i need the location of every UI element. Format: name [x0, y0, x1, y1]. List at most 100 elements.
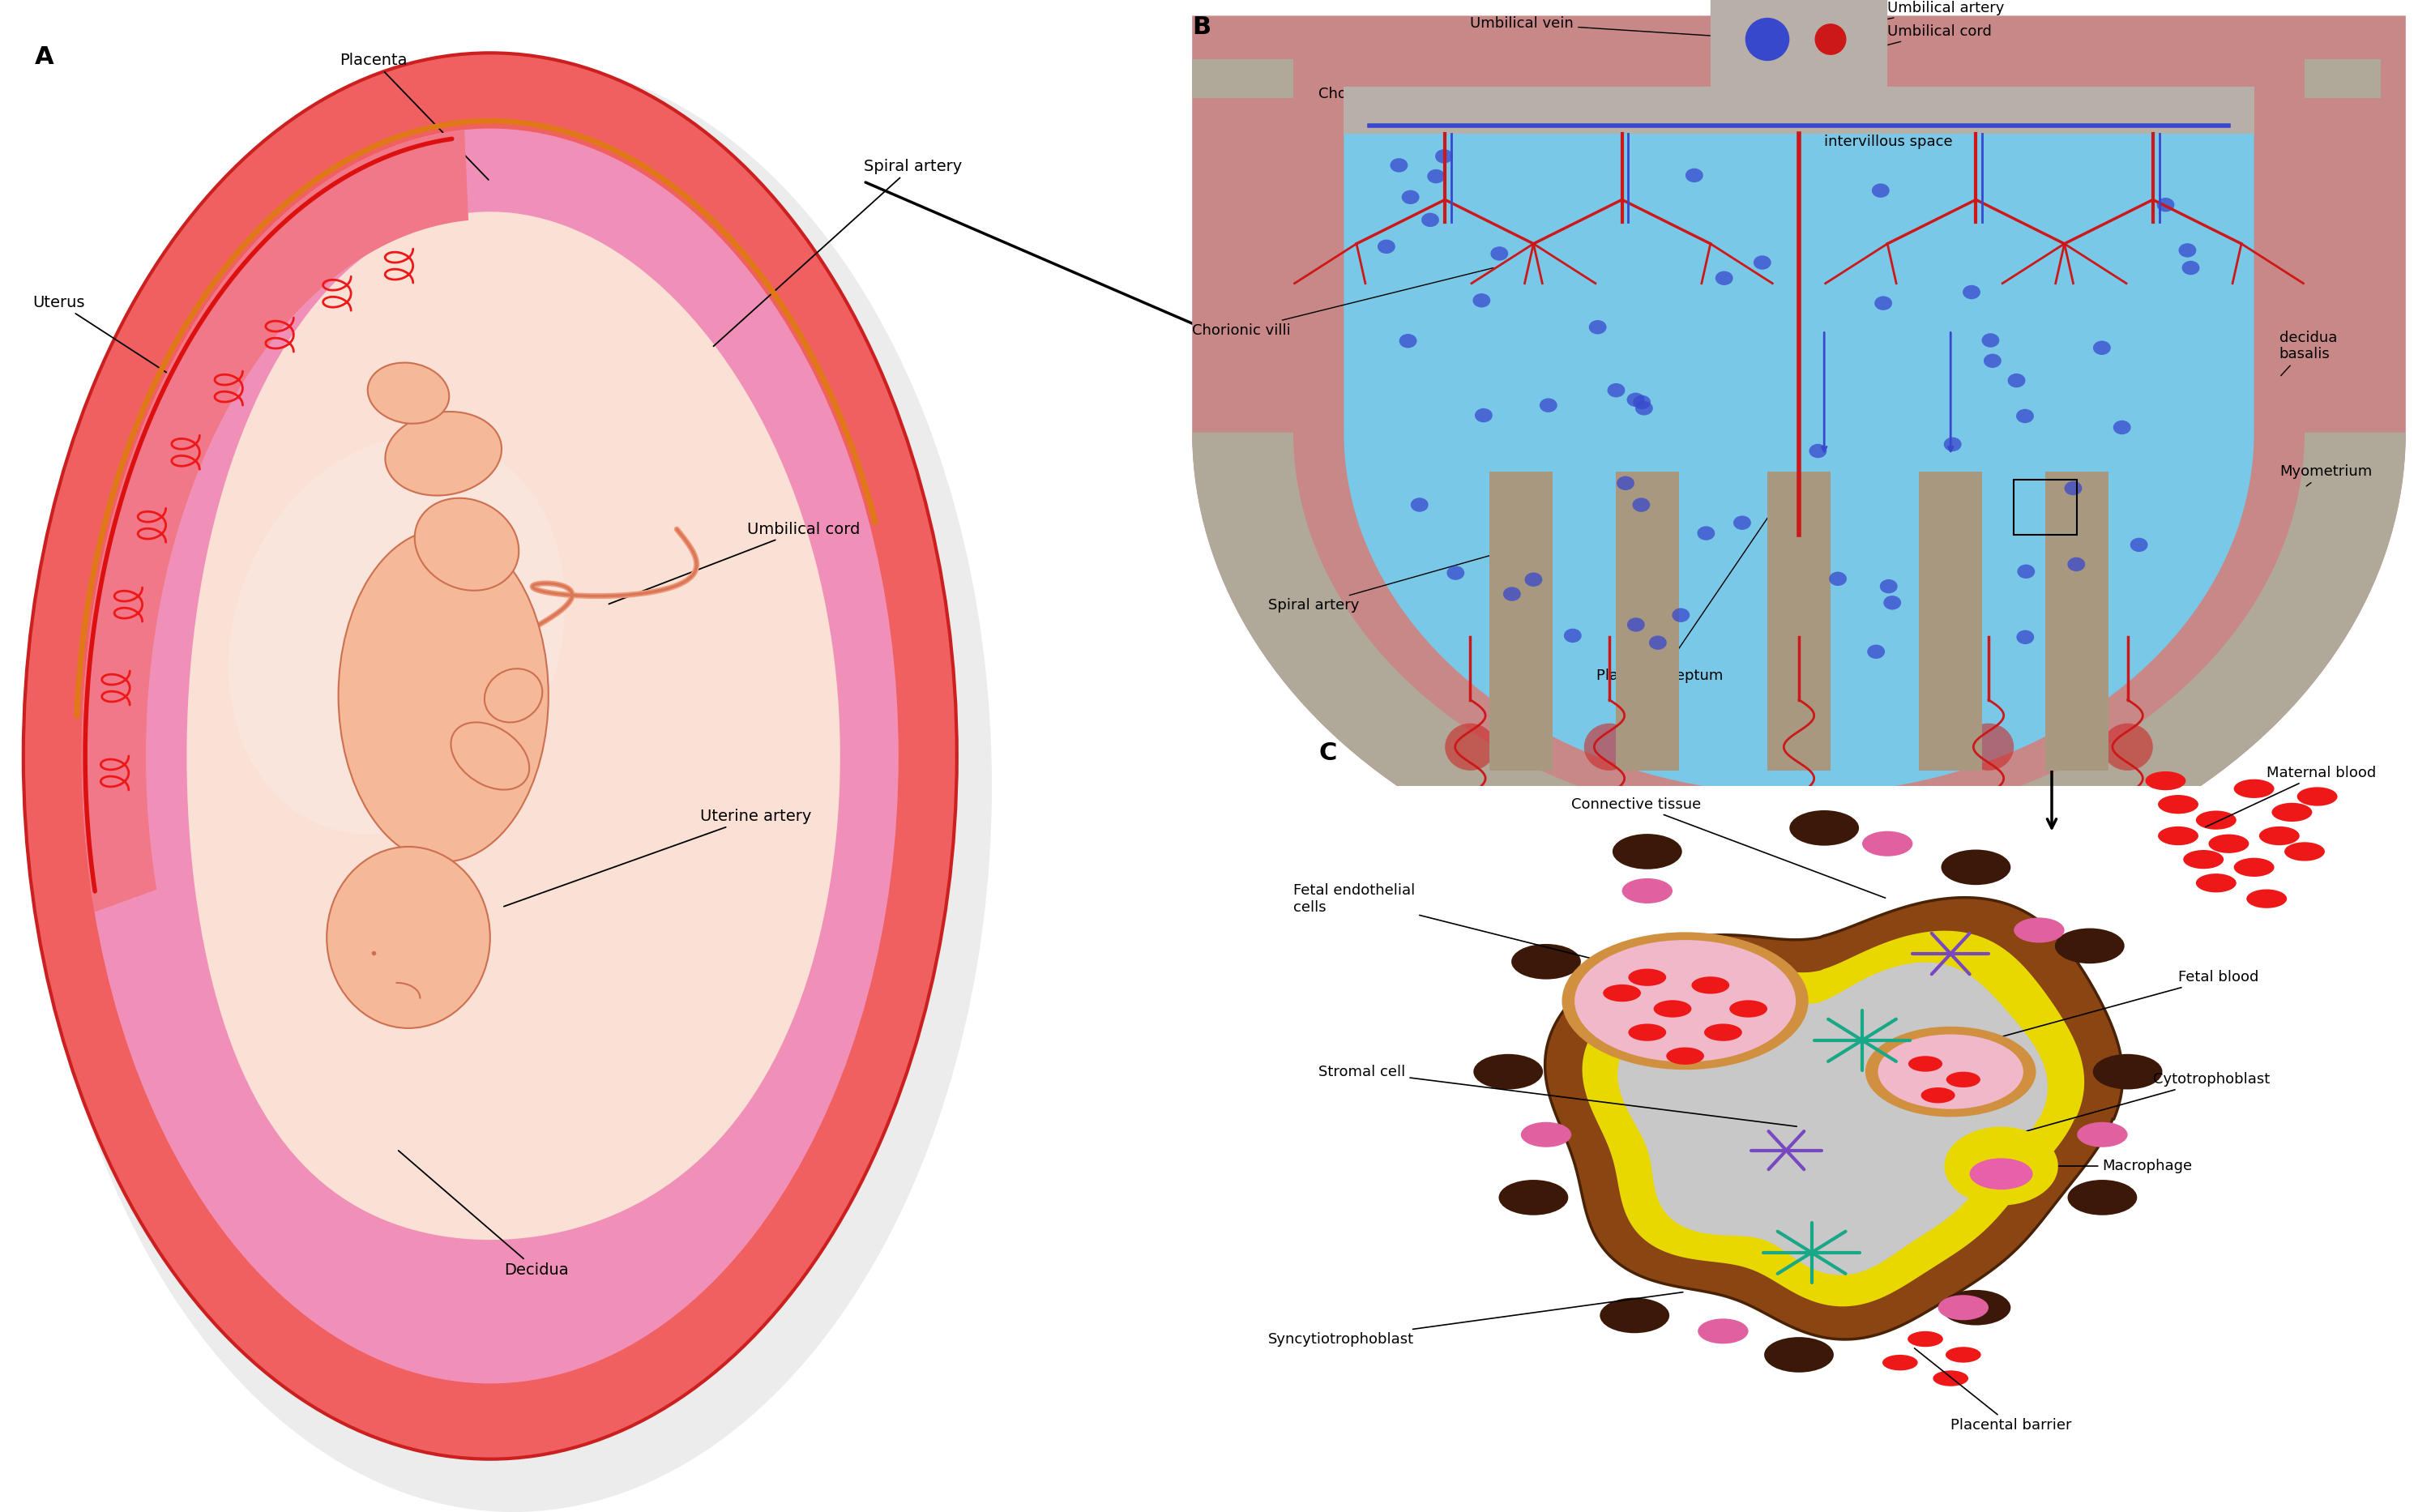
Ellipse shape [1874, 296, 1891, 310]
Ellipse shape [1981, 333, 1998, 348]
Ellipse shape [2013, 918, 2064, 943]
Ellipse shape [1962, 286, 1981, 299]
Bar [2044, 472, 2108, 771]
Ellipse shape [1908, 1055, 1942, 1072]
Text: Maternal blood: Maternal blood [2205, 765, 2375, 827]
Ellipse shape [1673, 608, 1690, 623]
Ellipse shape [1697, 1318, 1748, 1344]
Ellipse shape [1753, 256, 1772, 269]
Ellipse shape [1814, 24, 1848, 54]
Ellipse shape [1403, 191, 1420, 204]
Ellipse shape [1945, 1126, 2059, 1205]
Ellipse shape [2159, 827, 2198, 845]
Ellipse shape [1872, 183, 1889, 198]
Ellipse shape [1945, 437, 1962, 452]
Ellipse shape [2234, 779, 2275, 798]
Polygon shape [1583, 931, 2083, 1306]
Ellipse shape [450, 723, 530, 789]
Ellipse shape [1444, 723, 1495, 771]
Text: Umbilical cord: Umbilical cord [608, 522, 861, 603]
Ellipse shape [2008, 373, 2025, 387]
Polygon shape [1546, 898, 2122, 1340]
Text: intervillous space: intervillous space [1823, 135, 1952, 148]
Bar [1344, 86, 2254, 133]
Ellipse shape [2054, 928, 2125, 963]
Ellipse shape [2103, 723, 2154, 771]
Ellipse shape [1940, 1290, 2010, 1325]
Ellipse shape [2144, 771, 2185, 791]
Text: C: C [1318, 741, 1337, 765]
Polygon shape [1191, 432, 2407, 904]
Ellipse shape [1884, 596, 1901, 609]
Ellipse shape [1629, 969, 1665, 986]
Ellipse shape [1600, 1297, 1670, 1334]
Ellipse shape [338, 529, 549, 862]
Text: Decidua: Decidua [399, 1151, 569, 1278]
Bar [1767, 472, 1831, 771]
Ellipse shape [326, 847, 491, 1028]
Ellipse shape [1697, 526, 1714, 540]
Ellipse shape [1621, 878, 1673, 904]
Ellipse shape [1522, 1122, 1570, 1148]
Text: Placental septum: Placental septum [1597, 473, 1797, 683]
Ellipse shape [1617, 476, 1634, 490]
Ellipse shape [1473, 1054, 1544, 1089]
Ellipse shape [1636, 401, 1653, 416]
Text: Cytotrophoblast: Cytotrophoblast [2015, 1072, 2271, 1134]
Ellipse shape [1882, 1355, 1918, 1370]
Ellipse shape [1862, 832, 1913, 856]
Text: Uterine artery: Uterine artery [503, 809, 812, 906]
Bar [1617, 472, 1680, 771]
Ellipse shape [1490, 246, 1507, 260]
Ellipse shape [2207, 835, 2249, 853]
Ellipse shape [2093, 1054, 2164, 1089]
Ellipse shape [2234, 857, 2275, 877]
Ellipse shape [1940, 850, 2010, 885]
Ellipse shape [2183, 260, 2200, 275]
Ellipse shape [2178, 243, 2195, 257]
Ellipse shape [1391, 159, 1408, 172]
Text: Umbilical artery: Umbilical artery [1833, 0, 2006, 29]
Ellipse shape [2130, 538, 2149, 552]
Ellipse shape [1602, 984, 1641, 1002]
Ellipse shape [1692, 977, 1728, 993]
Polygon shape [1344, 94, 2254, 794]
Ellipse shape [1626, 393, 1643, 407]
Ellipse shape [1775, 723, 1823, 771]
Ellipse shape [1607, 383, 1624, 398]
Ellipse shape [1422, 213, 1439, 227]
Polygon shape [83, 130, 469, 912]
Ellipse shape [1733, 516, 1750, 529]
Ellipse shape [1427, 169, 1444, 183]
Text: A: A [34, 45, 53, 70]
Bar [1490, 472, 1553, 771]
Ellipse shape [1400, 334, 1417, 348]
Text: Placenta: Placenta [340, 53, 489, 180]
Ellipse shape [1648, 635, 1668, 650]
Ellipse shape [1933, 1370, 1969, 1387]
Ellipse shape [1789, 810, 1860, 845]
Ellipse shape [1969, 1158, 2032, 1190]
Ellipse shape [2093, 340, 2110, 355]
Ellipse shape [1879, 579, 1899, 593]
Ellipse shape [1704, 1024, 1743, 1042]
Ellipse shape [1685, 168, 1704, 183]
Ellipse shape [2183, 850, 2224, 869]
Polygon shape [187, 212, 841, 1240]
Ellipse shape [1512, 943, 1580, 980]
FancyBboxPatch shape [1711, 0, 1886, 103]
Ellipse shape [229, 435, 564, 835]
Ellipse shape [1612, 835, 1682, 869]
Ellipse shape [1908, 1331, 1942, 1347]
Text: Spiral artery: Spiral artery [712, 159, 963, 346]
Ellipse shape [1575, 940, 1797, 1061]
Ellipse shape [2159, 795, 2198, 813]
Text: decidua
basalis: decidua basalis [2280, 330, 2336, 376]
Ellipse shape [1629, 1024, 1665, 1042]
Ellipse shape [1964, 723, 2013, 771]
Text: Connective tissue: Connective tissue [1570, 797, 1886, 898]
Ellipse shape [34, 60, 992, 1512]
Text: Stromal cell: Stromal cell [1318, 1064, 1797, 1126]
Text: B: B [1191, 15, 1211, 39]
Ellipse shape [2066, 558, 2086, 572]
